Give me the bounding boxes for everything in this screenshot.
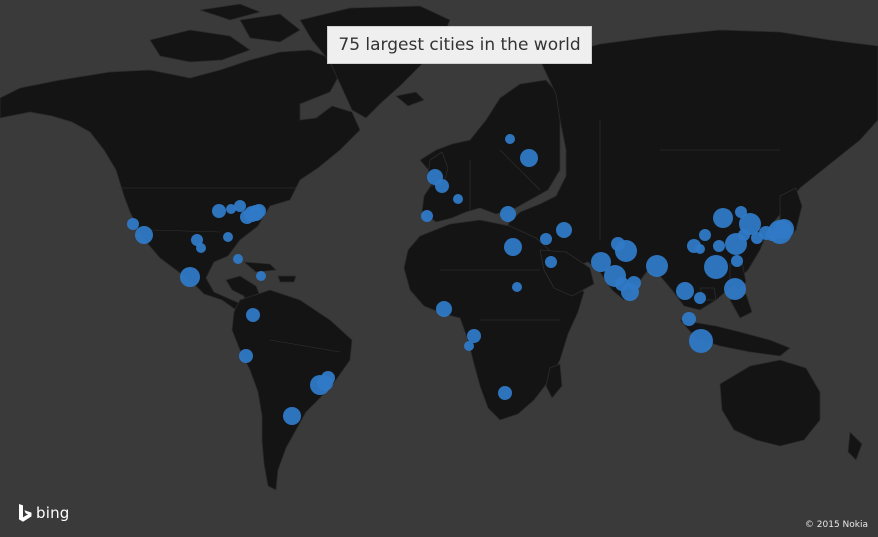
city-marker[interactable] bbox=[500, 206, 516, 222]
city-marker[interactable] bbox=[191, 234, 203, 246]
city-marker[interactable] bbox=[512, 282, 522, 292]
city-marker[interactable] bbox=[545, 256, 557, 268]
city-marker[interactable] bbox=[713, 208, 733, 228]
city-marker[interactable] bbox=[676, 282, 694, 300]
city-marker[interactable] bbox=[713, 240, 725, 252]
city-marker[interactable] bbox=[591, 252, 611, 272]
caribbean bbox=[243, 261, 297, 283]
city-marker[interactable] bbox=[233, 254, 243, 264]
city-marker[interactable] bbox=[464, 341, 474, 351]
north-america bbox=[0, 49, 361, 313]
city-marker[interactable] bbox=[498, 386, 512, 400]
city-marker[interactable] bbox=[435, 179, 449, 193]
city-marker[interactable] bbox=[504, 238, 522, 256]
australia bbox=[719, 359, 821, 447]
bing-logo[interactable]: bing bbox=[17, 502, 70, 524]
city-marker[interactable] bbox=[738, 229, 750, 241]
city-marker[interactable] bbox=[283, 407, 301, 425]
city-markers[interactable] bbox=[127, 134, 794, 425]
bing-b-icon bbox=[19, 504, 32, 522]
city-marker[interactable] bbox=[252, 204, 266, 218]
city-marker[interactable] bbox=[724, 278, 746, 300]
asia bbox=[507, 29, 878, 311]
city-marker[interactable] bbox=[196, 243, 206, 253]
city-marker[interactable] bbox=[246, 308, 260, 322]
city-marker[interactable] bbox=[540, 233, 552, 245]
city-marker[interactable] bbox=[226, 204, 236, 214]
city-marker[interactable] bbox=[234, 200, 246, 212]
city-marker[interactable] bbox=[694, 292, 706, 304]
arctic-islands bbox=[149, 3, 301, 63]
city-marker[interactable] bbox=[689, 329, 713, 353]
europe bbox=[419, 79, 561, 223]
city-marker[interactable] bbox=[695, 244, 705, 254]
country-borders bbox=[116, 120, 780, 353]
city-marker[interactable] bbox=[135, 226, 153, 244]
city-marker[interactable] bbox=[731, 255, 743, 267]
city-marker[interactable] bbox=[453, 194, 463, 204]
bing-logo-text: bing bbox=[36, 504, 70, 522]
city-marker[interactable] bbox=[127, 218, 139, 230]
city-marker[interactable] bbox=[505, 134, 515, 144]
city-marker[interactable] bbox=[682, 312, 696, 326]
city-marker[interactable] bbox=[699, 229, 711, 241]
city-marker[interactable] bbox=[646, 255, 668, 277]
city-marker[interactable] bbox=[421, 210, 433, 222]
madagascar bbox=[545, 363, 563, 399]
city-marker[interactable] bbox=[317, 375, 333, 391]
south-america bbox=[231, 289, 353, 491]
city-marker[interactable] bbox=[611, 237, 625, 251]
city-marker[interactable] bbox=[180, 267, 200, 287]
new-zealand bbox=[847, 431, 863, 461]
city-marker[interactable] bbox=[520, 149, 538, 167]
city-marker[interactable] bbox=[256, 271, 266, 281]
city-marker[interactable] bbox=[774, 219, 794, 239]
city-marker[interactable] bbox=[627, 276, 641, 290]
city-marker[interactable] bbox=[223, 232, 233, 242]
copyright-text: © 2015 Nokia bbox=[804, 520, 868, 530]
city-marker[interactable] bbox=[467, 329, 481, 343]
iceland bbox=[395, 91, 425, 107]
map-title: 75 largest cities in the world bbox=[327, 26, 592, 64]
city-marker[interactable] bbox=[212, 204, 226, 218]
city-marker[interactable] bbox=[436, 301, 452, 317]
city-marker[interactable] bbox=[556, 222, 572, 238]
city-marker[interactable] bbox=[239, 349, 253, 363]
city-marker[interactable] bbox=[704, 255, 728, 279]
